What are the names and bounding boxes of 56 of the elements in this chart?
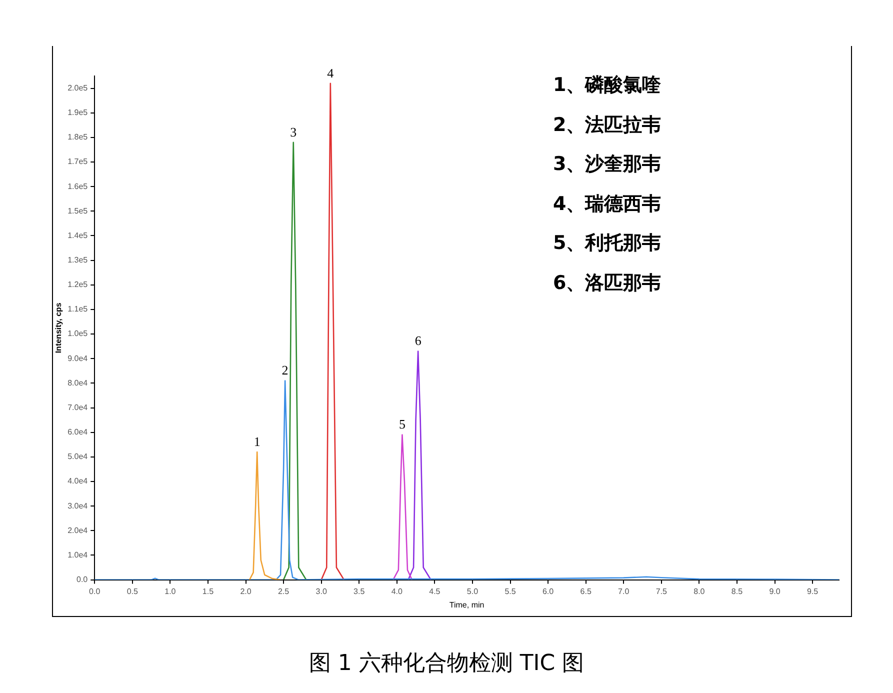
y-tick-label: 3.0e4 bbox=[68, 501, 88, 510]
y-axis-title: Intensity, cps bbox=[54, 302, 64, 354]
annotation: 3 bbox=[290, 124, 297, 140]
annotation: 1、磷酸氯喹 bbox=[553, 73, 662, 98]
y-tick-label: 1.6e5 bbox=[68, 182, 88, 191]
x-tick-label: 1.0 bbox=[164, 586, 176, 596]
y-tick-label: 1.9e5 bbox=[68, 108, 88, 118]
y-tick-label: 1.2e5 bbox=[68, 280, 88, 290]
y-tick-label: 6.0e4 bbox=[68, 428, 88, 437]
x-tick-label: 9.5 bbox=[806, 586, 819, 596]
x-tick-label: 3.5 bbox=[354, 586, 366, 596]
y-tick-label: 0.0 bbox=[76, 575, 88, 584]
x-tick-label: 2.0 bbox=[240, 586, 252, 596]
annotation: 6 bbox=[414, 333, 422, 348]
annotation: 1 bbox=[254, 434, 260, 449]
y-tick-label: 2.0e5 bbox=[68, 83, 88, 92]
annotation: 5 bbox=[398, 416, 406, 432]
annotation: 4 bbox=[327, 65, 334, 80]
annotation: 3、沙奎那韦 bbox=[553, 152, 662, 177]
annotation: 6、洛匹那韦 bbox=[553, 270, 662, 296]
x-tick-label: 5.5 bbox=[504, 586, 516, 596]
x-tick-label: 9.0 bbox=[769, 586, 781, 596]
y-tick-label: 1.7e5 bbox=[68, 157, 88, 166]
y-tick-label: 2.0e4 bbox=[68, 526, 88, 535]
y-tick-label: 1.0e5 bbox=[68, 329, 88, 338]
y-tick-label: 8.0e4 bbox=[68, 378, 88, 388]
x-tick-label: 7.5 bbox=[656, 586, 668, 596]
x-tick-label: 3.0 bbox=[316, 586, 328, 596]
y-tick-label: 1.0e4 bbox=[68, 550, 88, 560]
x-axis-title: Time, min bbox=[449, 600, 484, 610]
annotation: 2 bbox=[282, 362, 288, 378]
annotation: 4、瑞德西韦 bbox=[553, 192, 662, 216]
x-tick-label: 6.5 bbox=[580, 586, 592, 596]
annotation: 2、法匹拉韦 bbox=[553, 112, 662, 138]
x-tick-label: 6.0 bbox=[542, 586, 554, 596]
y-tick-label: 9.0e4 bbox=[68, 354, 88, 363]
x-tick-label: 4.0 bbox=[391, 586, 404, 596]
y-tick-label: 5.0e4 bbox=[68, 452, 88, 462]
x-tick-label: 0.0 bbox=[89, 586, 101, 596]
y-tick-label: 7.0e4 bbox=[68, 402, 88, 412]
x-tick-label: 5.0 bbox=[466, 586, 479, 596]
y-tick-label: 1.1e5 bbox=[68, 304, 88, 314]
x-tick-label: 8.5 bbox=[731, 586, 744, 596]
y-tick-label: 1.5e5 bbox=[68, 206, 88, 216]
y-tick-label: 1.3e5 bbox=[68, 256, 88, 265]
y-tick-label: 4.0e4 bbox=[68, 476, 88, 486]
x-tick-label: 0.5 bbox=[126, 586, 139, 596]
x-tick-label: 4.5 bbox=[429, 586, 441, 596]
annotation: 5、利托那韦 bbox=[553, 231, 662, 256]
x-tick-label: 8.0 bbox=[694, 586, 706, 596]
x-tick-label: 2.5 bbox=[278, 586, 290, 596]
y-tick-label: 1.4e5 bbox=[68, 230, 88, 240]
y-tick-label: 1.8e5 bbox=[68, 132, 88, 142]
x-tick-label: 7.0 bbox=[618, 586, 630, 596]
x-tick-label: 1.5 bbox=[202, 586, 214, 596]
text: 图 1 六种化合物检测 TIC 图 bbox=[308, 650, 586, 678]
